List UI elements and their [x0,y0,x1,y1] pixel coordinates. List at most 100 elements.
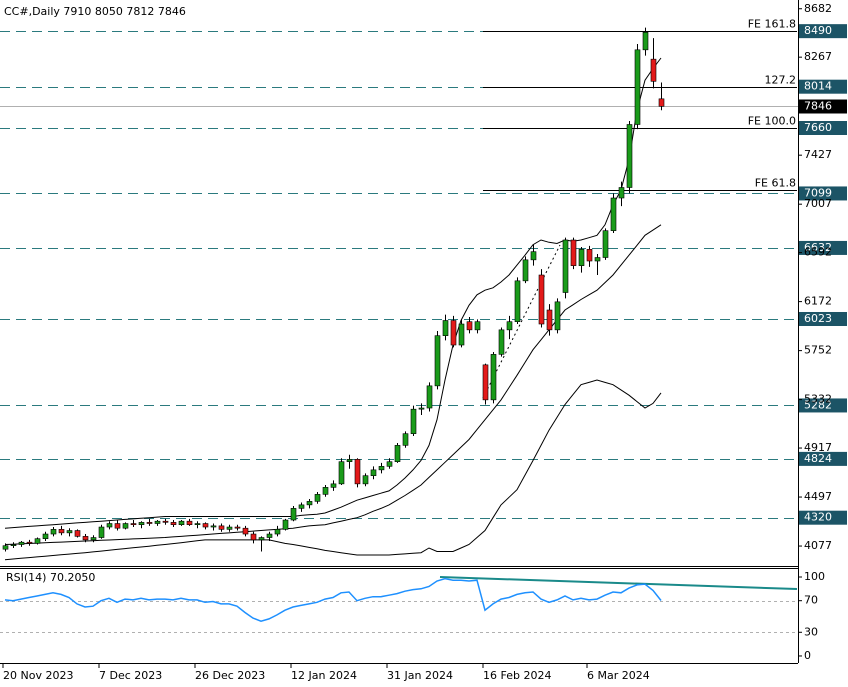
level-label-box [799,451,847,466]
candle-body [378,466,385,471]
candle-body [314,494,321,502]
x-tick-label: 6 Mar 2024 [587,669,650,682]
level-label-box [799,24,847,39]
level-label: 7660 [804,121,832,134]
fib-label: FE 61.8 [755,177,796,190]
candle-body [498,329,505,355]
level-label-box [799,120,847,135]
candle-body [130,523,137,525]
candle-body [354,459,361,485]
candle-body [634,49,641,125]
candle-body [34,538,41,544]
x-tick-label: 7 Dec 2023 [99,669,162,682]
candle-body [466,321,473,331]
candle-body [74,530,81,537]
y-tick-label: 7427 [804,148,832,161]
candle-body [282,519,289,530]
candle-body [426,385,433,409]
level-label: 8014 [804,80,832,93]
candle-body [322,487,329,495]
candle-body [106,523,113,528]
candle-body [338,461,345,485]
candle-body [482,364,489,401]
candle-body [226,526,233,530]
candle-body [346,459,353,462]
level-label-box [799,186,847,201]
candle-body [298,504,305,509]
candle-body [218,525,225,530]
candle-body [250,533,257,541]
level-label: 5282 [804,398,832,411]
candle-body [10,544,17,546]
candle-body [410,408,417,434]
candle-body [202,523,209,528]
candle-body [242,527,249,535]
level-label-box [799,510,847,525]
y-tick-label: 6172 [804,295,832,308]
current-price-box [799,99,847,114]
candle-body [90,537,97,541]
rsi-title: RSI(14) 70.2050 [6,571,95,584]
candle-body [186,520,193,525]
level-label-box [799,311,847,326]
level-label: 4824 [804,452,832,465]
candle-body [402,433,409,446]
candle-body [82,536,89,541]
candle-body [274,529,281,535]
candle-body [18,541,25,545]
candle-body [162,520,169,523]
candle-body [234,526,241,529]
y-tick-label: 100 [804,570,825,583]
y-tick-label: 4497 [804,490,832,503]
x-tick-label: 16 Feb 2024 [483,669,551,682]
candle-body [210,525,217,528]
candle-body [362,475,369,485]
candle-body [506,321,513,331]
candle-body [146,522,153,524]
candle-body [2,545,9,550]
rsi-trend-line [439,576,798,590]
level-label: 7099 [804,186,832,199]
candle-body [370,469,377,476]
candle-body [514,280,521,322]
candle-body [114,523,121,529]
candle-body [562,239,569,293]
candle-body [570,239,577,266]
candle-body [66,530,73,534]
y-tick-label: 5752 [804,344,832,357]
candle-body [610,197,617,231]
chart-title: CC#,Daily 7910 8050 7812 7846 [4,5,186,18]
candle-body [586,249,593,262]
candle-body [58,529,65,534]
candle-body [306,501,313,506]
candle-body [442,320,449,336]
y-tick-label: 6592 [804,246,832,259]
candle-body [122,523,129,529]
level-label: 6023 [804,312,832,325]
fib-label: 127.2 [765,74,797,87]
candle-body [98,526,105,538]
y-tick-label: 30 [804,625,818,638]
candle-body [458,323,465,346]
candle-body [658,98,665,107]
level-label-box [799,79,847,94]
x-tick-label: 20 Nov 2023 [3,669,73,682]
band-line [4,57,662,529]
candle-body [546,309,553,331]
x-tick-label: 12 Jan 2024 [291,669,357,682]
candle-body [266,533,273,538]
y-tick-label: 7007 [804,197,832,210]
fib-label: FE 161.8 [748,18,796,31]
candle-body [650,58,657,82]
y-tick-label: 8267 [804,50,832,63]
y-tick-label: 4917 [804,441,832,454]
candle-body [474,321,481,331]
band-line [4,379,662,561]
candle-body [538,274,545,325]
candle-body [170,522,177,525]
candle-body [26,541,33,544]
candle-body [178,520,185,525]
